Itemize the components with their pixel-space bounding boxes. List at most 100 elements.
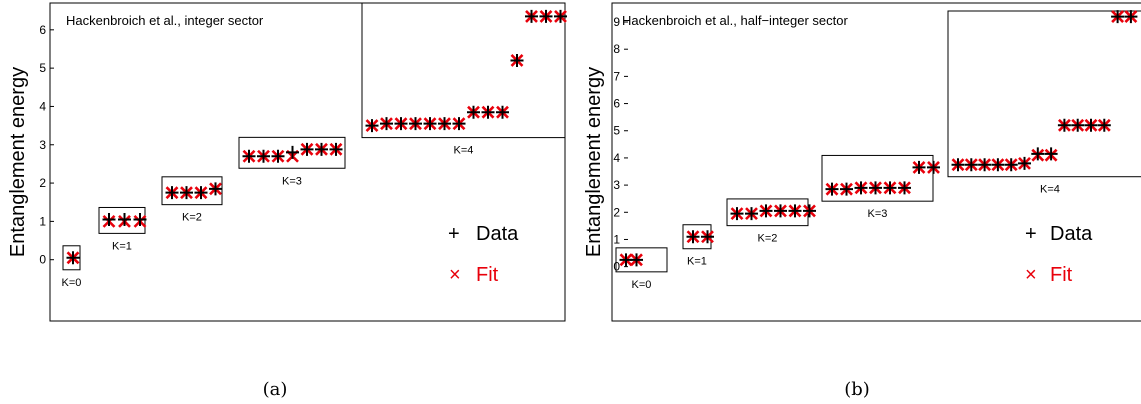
y-tick-label: 1: [613, 232, 620, 246]
data-marker: [730, 207, 744, 221]
data-marker: [1111, 10, 1125, 24]
k-group-box: [238, 136, 346, 169]
k-group: K=4: [361, 2, 567, 157]
k-group: K=0: [62, 245, 82, 289]
data-marker: [539, 9, 553, 23]
data-marker: [315, 142, 328, 156]
data-marker: [825, 182, 839, 196]
k-group-label: K=4: [1040, 184, 1060, 196]
data-marker: [964, 158, 978, 172]
y-tick-label: 1: [39, 214, 46, 228]
y-tick-label: 7: [613, 69, 620, 83]
k-group: K=0: [615, 247, 668, 291]
legend-fit-label: Fit: [476, 264, 499, 286]
chart-title: Hackenbroich et al., integer sector: [66, 13, 264, 28]
data-marker: [1057, 118, 1071, 132]
data-marker: [242, 149, 256, 163]
legend-data-label: Data: [1050, 223, 1093, 245]
k-group-label: K=3: [868, 208, 888, 220]
k-group-box: [161, 176, 223, 206]
data-marker: [165, 186, 179, 200]
k-group: K=2: [726, 198, 816, 245]
data-marker: [423, 117, 437, 131]
data-marker: [257, 149, 270, 163]
y-tick-label: 2: [39, 176, 46, 190]
k-group: K=3: [821, 154, 940, 220]
k-group-box: [361, 2, 566, 139]
y-axis-label: Entanglement energy: [7, 67, 29, 257]
y-tick-label: 8: [613, 42, 620, 56]
data-marker: [1071, 118, 1085, 132]
y-tick-label: 2: [613, 205, 620, 219]
data-marker: [686, 230, 700, 244]
legend-data-marker: +: [448, 223, 460, 245]
data-marker: [394, 117, 408, 131]
data-marker: [951, 158, 965, 172]
data-marker: [102, 212, 116, 226]
legend-fit-marker: ×: [1025, 264, 1037, 286]
k-group: K=2: [161, 176, 223, 224]
plot-frame: [611, 2, 1141, 322]
data-marker: [701, 230, 714, 244]
k-groups: K=0 K=1 K=2 K=3 K=4: [62, 2, 567, 289]
k-group-label: K=3: [282, 175, 302, 187]
k-group-label: K=0: [632, 279, 652, 291]
k-group-label: K=2: [182, 212, 202, 224]
y-tick-label: 4: [39, 99, 46, 113]
data-marker: [329, 142, 343, 156]
data-marker: [194, 186, 208, 200]
data-marker: [840, 182, 853, 196]
data-marker: [365, 119, 379, 133]
data-marker: [991, 158, 1005, 172]
k-groups: K=0 K=1 K=2 K=3 K=4: [615, 10, 1141, 291]
data-marker: [912, 160, 926, 174]
data-marker: [496, 105, 509, 119]
y-tick-label: 6: [613, 97, 620, 111]
data-marker: [803, 204, 816, 218]
data-marker: [467, 105, 480, 119]
caption-a: (a): [263, 379, 288, 400]
data-marker: [1044, 147, 1058, 161]
y-tick-label: 5: [39, 61, 46, 75]
y-tick-label: 0: [613, 260, 620, 274]
k-group-label: K=1: [112, 240, 132, 252]
data-marker: [854, 181, 868, 195]
k-group: K=1: [682, 224, 714, 268]
data-marker: [630, 253, 643, 267]
data-marker: [1031, 147, 1045, 161]
data-marker: [380, 117, 393, 131]
k-group-box: [62, 245, 81, 271]
y-tick-label: 6: [39, 23, 46, 37]
data-marker: [300, 142, 314, 156]
data-marker: [1018, 156, 1031, 170]
panel-b: Entanglement energy Hackenbroich et al.,…: [583, 2, 1141, 400]
y-tick-label: 5: [613, 124, 620, 138]
y-tick-label: 4: [613, 151, 620, 165]
k-group-label: K=0: [62, 277, 82, 289]
data-marker: [978, 158, 992, 172]
k-group: K=3: [238, 136, 346, 187]
data-marker: [438, 117, 451, 131]
legend-data-marker: +: [1025, 223, 1037, 245]
caption-b: (b): [844, 379, 870, 400]
data-marker: [1124, 10, 1138, 24]
data-marker: [118, 212, 131, 226]
y-tick-label: 0: [39, 253, 46, 267]
data-marker: [869, 181, 882, 195]
data-marker: [481, 105, 495, 119]
legend-fit-label: Fit: [1050, 264, 1073, 286]
data-marker: [180, 186, 193, 200]
k-group: K=1: [98, 206, 147, 252]
data-marker: [1097, 118, 1111, 132]
panel-a: Entanglement energy Hackenbroich et al.,…: [7, 2, 567, 400]
data-marker: [788, 204, 802, 218]
data-marker: [525, 9, 538, 23]
y-ticks: 0 1 2 3 4 5 6 7 8 9: [613, 15, 628, 274]
k-group-label: K=4: [454, 145, 474, 157]
data-marker: [883, 181, 897, 195]
data-marker: [271, 149, 285, 163]
data-marker: [133, 212, 147, 226]
k-group-box: [615, 247, 668, 273]
legend: + Data × Fit: [1025, 223, 1093, 286]
